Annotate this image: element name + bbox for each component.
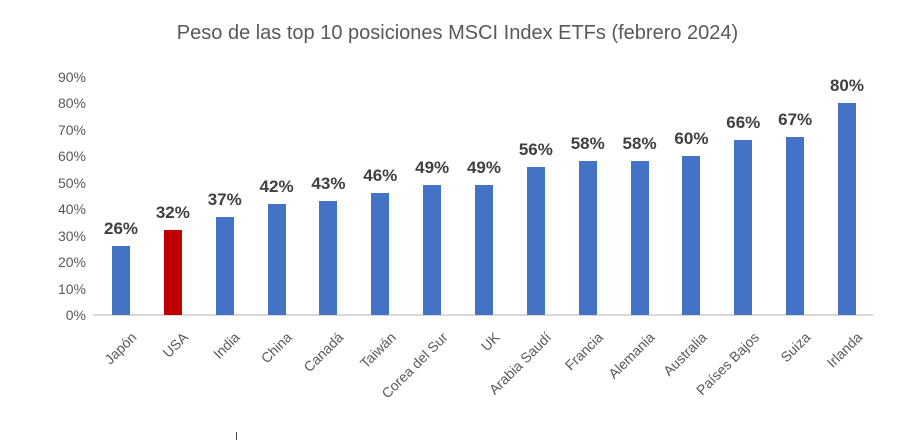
- chart-title: Peso de las top 10 posiciones MSCI Index…: [176, 22, 739, 44]
- x-axis-label-japon: Japón: [101, 329, 140, 368]
- bar-corea-del-sur: [423, 185, 442, 315]
- data-label-suiza: 67%: [778, 110, 813, 130]
- y-axis-tick-label: 50%: [57, 174, 86, 191]
- data-label-francia: 58%: [570, 134, 605, 154]
- x-axis-label-india: India: [210, 329, 244, 362]
- x-axis-label-irlanda: Irlanda: [823, 329, 866, 371]
- x-axis-label-alemania: Alemania: [605, 329, 658, 382]
- bar-uk: [474, 185, 493, 315]
- bar-usa: [163, 230, 182, 315]
- bar-francia: [578, 161, 597, 315]
- data-label-india: 37%: [207, 189, 242, 209]
- y-axis-tick-label: 60%: [57, 148, 86, 164]
- bar-china: [267, 203, 286, 315]
- text-cursor-artifact: [236, 432, 237, 440]
- data-label-taiwan: 46%: [363, 166, 398, 186]
- bar-irlanda: [837, 103, 856, 315]
- data-label-canada: 43%: [311, 174, 346, 194]
- x-axis-label-australia: Australia: [659, 329, 710, 379]
- y-axis-tick-label: 80%: [57, 95, 86, 111]
- y-axis-tick-label: 10%: [57, 280, 86, 297]
- y-axis-tick-label: 90%: [57, 68, 86, 85]
- x-axis-baseline: [93, 314, 873, 316]
- y-axis-tick-label: 30%: [57, 227, 86, 244]
- bar-japon: [112, 246, 130, 315]
- x-axis-label-suiza: Suiza: [777, 329, 814, 366]
- y-axis-tick-label: 40%: [57, 201, 86, 217]
- data-label-china: 42%: [259, 176, 294, 196]
- bar-australia: [682, 156, 701, 315]
- bar-taiwan: [371, 193, 390, 315]
- x-axis-label-china: China: [257, 329, 295, 367]
- bar-india: [215, 216, 234, 315]
- bar-suiza: [786, 137, 805, 315]
- data-label-paises-bajos: 66%: [726, 113, 761, 133]
- y-axis-tick-label: 0%: [65, 307, 86, 323]
- bar-alemania: [630, 161, 649, 315]
- bar-canada: [319, 201, 338, 315]
- bar-arabia-saudi: [526, 166, 545, 315]
- x-axis-label-taiwan: Taiwán: [356, 329, 399, 372]
- x-axis-label-francia: Francia: [561, 329, 607, 374]
- x-axis-label-usa: USA: [159, 329, 192, 361]
- x-axis-label-canada: Canadá: [300, 329, 347, 375]
- x-axis-label-uk: UK: [477, 329, 503, 355]
- data-label-australia: 60%: [674, 129, 709, 148]
- data-label-arabia-saudi: 56%: [518, 139, 553, 159]
- bar-paises-bajos: [734, 140, 753, 315]
- data-label-japon: 26%: [103, 219, 139, 239]
- data-label-uk: 49%: [466, 158, 501, 178]
- data-label-usa: 32%: [155, 203, 190, 223]
- y-axis-tick-label: 70%: [57, 121, 86, 138]
- data-label-alemania: 58%: [622, 134, 657, 154]
- y-axis-tick-label: 20%: [57, 254, 86, 270]
- data-label-irlanda: 80%: [829, 76, 864, 95]
- data-label-corea-del-sur: 49%: [415, 158, 450, 178]
